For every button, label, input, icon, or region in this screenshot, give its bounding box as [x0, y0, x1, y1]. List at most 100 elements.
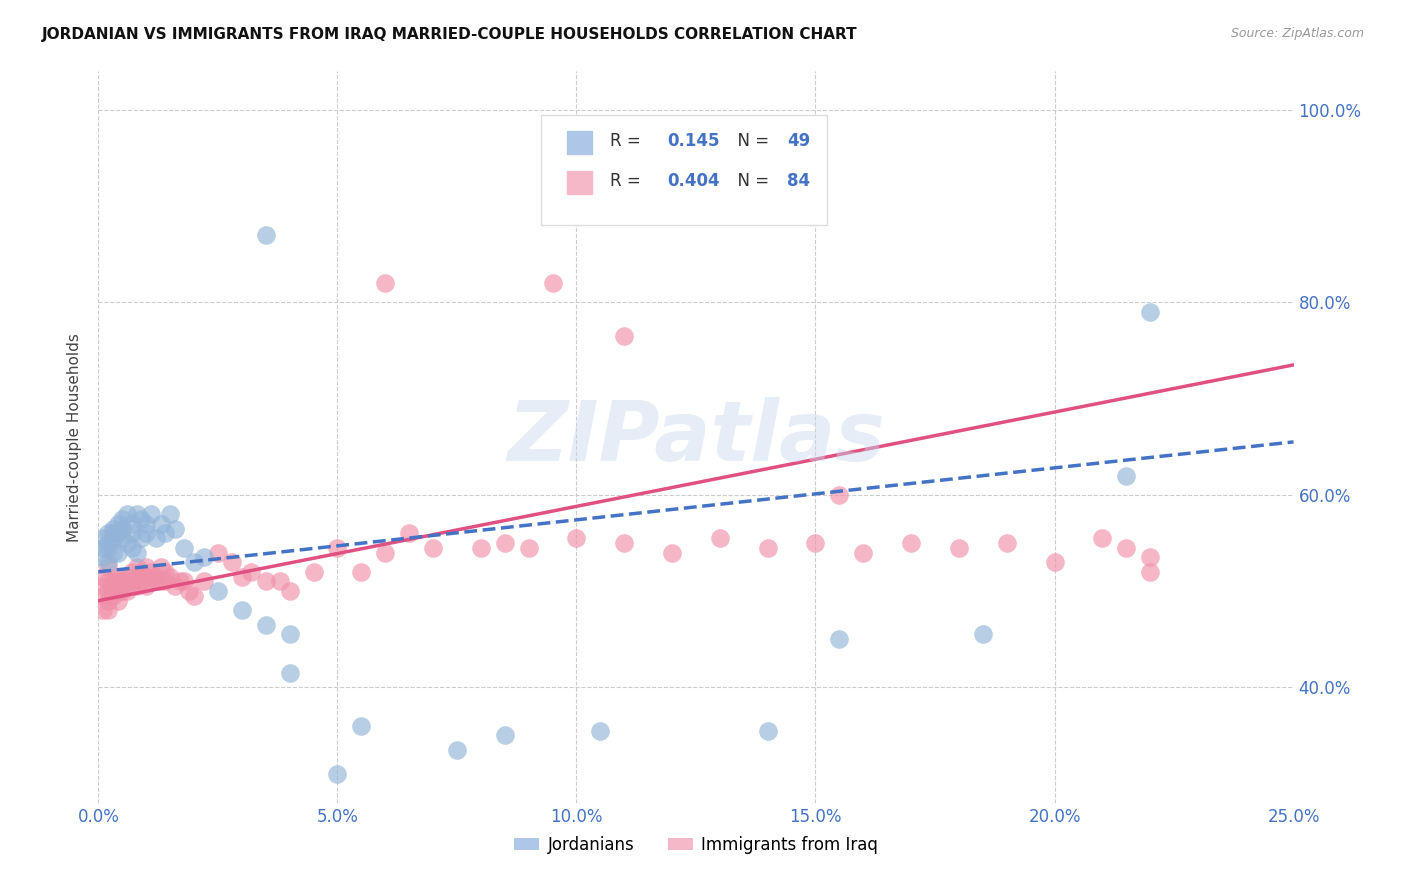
Point [613, 536, 636, 550]
Point [97, 536, 120, 550]
Point [661, 545, 683, 559]
Point [145, 531, 167, 545]
Point [91, 603, 114, 617]
Point [131, 574, 153, 589]
Point [254, 617, 277, 632]
Point [97, 593, 120, 607]
Point [221, 555, 243, 569]
Point [139, 565, 162, 579]
Point [240, 565, 263, 579]
Point [1091, 531, 1114, 545]
Point [101, 574, 124, 589]
Point [135, 516, 157, 531]
Point [115, 574, 138, 589]
Point [173, 574, 195, 589]
Point [302, 565, 325, 579]
Point [1139, 305, 1161, 319]
Text: 84: 84 [787, 172, 810, 190]
Point [111, 531, 134, 545]
Point [101, 521, 124, 535]
Point [374, 276, 396, 290]
Point [139, 574, 162, 589]
Point [111, 584, 134, 599]
Point [948, 541, 970, 555]
Point [231, 569, 253, 583]
Point [269, 574, 291, 589]
Point [149, 560, 172, 574]
Text: 0.145: 0.145 [668, 132, 720, 150]
Point [125, 560, 148, 574]
Point [900, 536, 922, 550]
Text: Source: ZipAtlas.com: Source: ZipAtlas.com [1230, 27, 1364, 40]
Point [169, 574, 191, 589]
Point [278, 627, 301, 641]
Y-axis label: Married-couple Households: Married-couple Households [67, 333, 83, 541]
Point [139, 507, 162, 521]
Point [179, 584, 201, 599]
Point [470, 541, 492, 555]
Point [107, 584, 129, 599]
Point [565, 531, 588, 545]
Point [135, 560, 157, 574]
Point [173, 541, 195, 555]
Point [111, 521, 134, 535]
FancyBboxPatch shape [567, 131, 592, 154]
Point [517, 541, 540, 555]
Point [1139, 565, 1161, 579]
Point [125, 545, 148, 559]
Point [115, 584, 138, 599]
Point [111, 574, 134, 589]
Point [97, 560, 120, 574]
Point [91, 579, 114, 593]
Point [163, 579, 186, 593]
Point [1139, 550, 1161, 565]
Point [149, 574, 172, 589]
Point [131, 512, 153, 526]
Point [107, 574, 129, 589]
Point [183, 555, 205, 569]
Point [494, 728, 516, 742]
Point [278, 584, 301, 599]
Point [1115, 541, 1137, 555]
Point [254, 574, 277, 589]
Point [115, 569, 138, 583]
Legend: Jordanians, Immigrants from Iraq: Jordanians, Immigrants from Iraq [508, 829, 884, 860]
Text: 49: 49 [787, 132, 810, 150]
Point [155, 526, 177, 541]
Point [111, 512, 134, 526]
Point [145, 569, 167, 583]
Point [91, 589, 114, 603]
Point [125, 507, 148, 521]
Point [207, 545, 229, 559]
Point [97, 584, 120, 599]
Point [101, 589, 124, 603]
Point [131, 565, 153, 579]
Point [207, 584, 229, 599]
Point [101, 545, 124, 559]
Text: 0.404: 0.404 [668, 172, 720, 190]
Point [193, 574, 215, 589]
Point [121, 516, 143, 531]
Point [163, 521, 186, 535]
Point [101, 584, 124, 599]
Point [121, 574, 143, 589]
Point [97, 603, 120, 617]
Point [91, 541, 114, 555]
Point [828, 632, 851, 647]
Point [494, 536, 516, 550]
FancyBboxPatch shape [541, 115, 827, 225]
Point [972, 627, 994, 641]
Point [1043, 555, 1066, 569]
Point [709, 531, 731, 545]
Point [159, 569, 181, 583]
Point [135, 579, 157, 593]
Point [159, 507, 181, 521]
Point [756, 541, 779, 555]
Text: N =: N = [727, 132, 775, 150]
Point [995, 536, 1018, 550]
Point [398, 526, 420, 541]
Point [121, 541, 143, 555]
Point [231, 603, 253, 617]
Text: JORDANIAN VS IMMIGRANTS FROM IRAQ MARRIED-COUPLE HOUSEHOLDS CORRELATION CHART: JORDANIAN VS IMMIGRANTS FROM IRAQ MARRIE… [42, 27, 858, 42]
Point [121, 526, 143, 541]
